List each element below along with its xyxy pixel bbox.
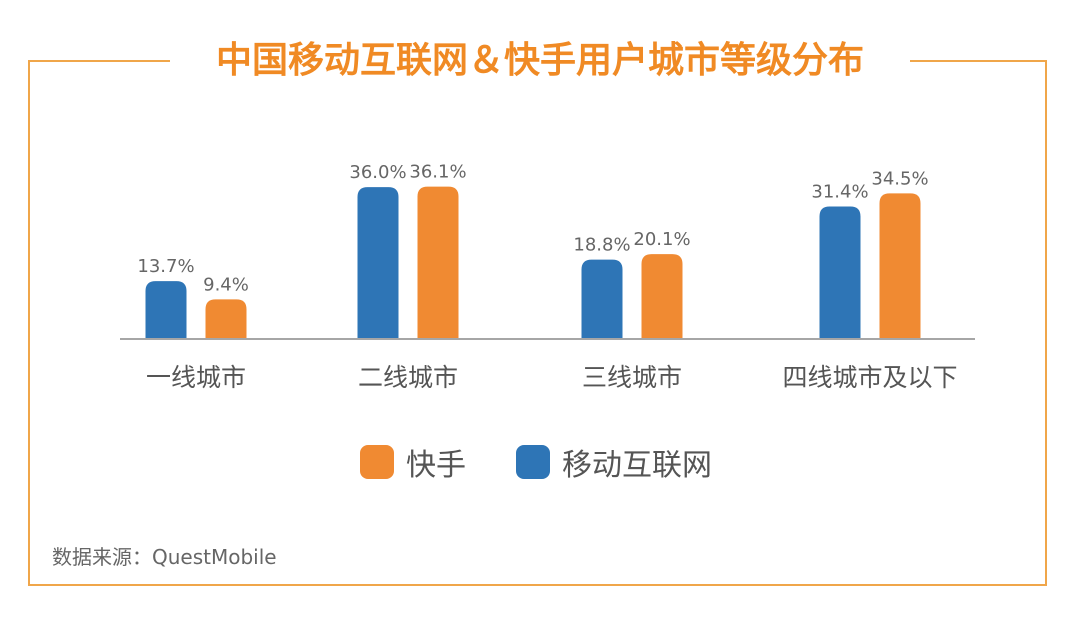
data-label-kuaishou-0: 9.4% (203, 274, 249, 295)
category-label-2: 三线城市 (582, 363, 682, 392)
bar-mobile-internet-1 (357, 187, 399, 339)
data-label-kuaishou-2: 20.1% (633, 229, 690, 250)
legend-label-kuaishou: 快手 (406, 448, 466, 483)
data-label-kuaishou-3: 34.5% (871, 168, 928, 189)
bar-kuaishou-1 (417, 186, 459, 339)
chart-title: 中国移动互联网＆快手用户城市等级分布 (170, 36, 910, 86)
bar-mobile-internet-3 (819, 206, 861, 339)
legend: 快手 移动互联网 (360, 440, 762, 484)
legend-item-kuaishou: 快手 (360, 440, 466, 484)
category-label-1: 二线城市 (358, 363, 458, 392)
bar-kuaishou-0 (205, 299, 247, 339)
legend-swatch-kuaishou (360, 445, 394, 479)
data-label-mobile-internet-2: 18.8% (573, 235, 630, 256)
bar-kuaishou-3 (879, 193, 921, 339)
bar-kuaishou-2 (641, 254, 683, 339)
category-label-0: 一线城市 (146, 363, 246, 392)
data-label-mobile-internet-3: 31.4% (811, 181, 868, 202)
bar-mobile-internet-2 (581, 259, 623, 339)
bar-mobile-internet-0 (145, 281, 187, 339)
data-label-mobile-internet-1: 36.0% (349, 162, 406, 183)
legend-swatch-mobile-internet (516, 445, 550, 479)
legend-item-mobile-internet: 移动互联网 (516, 440, 712, 484)
legend-label-mobile-internet: 移动互联网 (562, 448, 712, 483)
data-label-mobile-internet-0: 13.7% (137, 256, 194, 277)
data-source-note: 数据来源：QuestMobile (52, 545, 277, 569)
category-label-3: 四线城市及以下 (782, 363, 957, 392)
data-label-kuaishou-1: 36.1% (409, 162, 466, 183)
